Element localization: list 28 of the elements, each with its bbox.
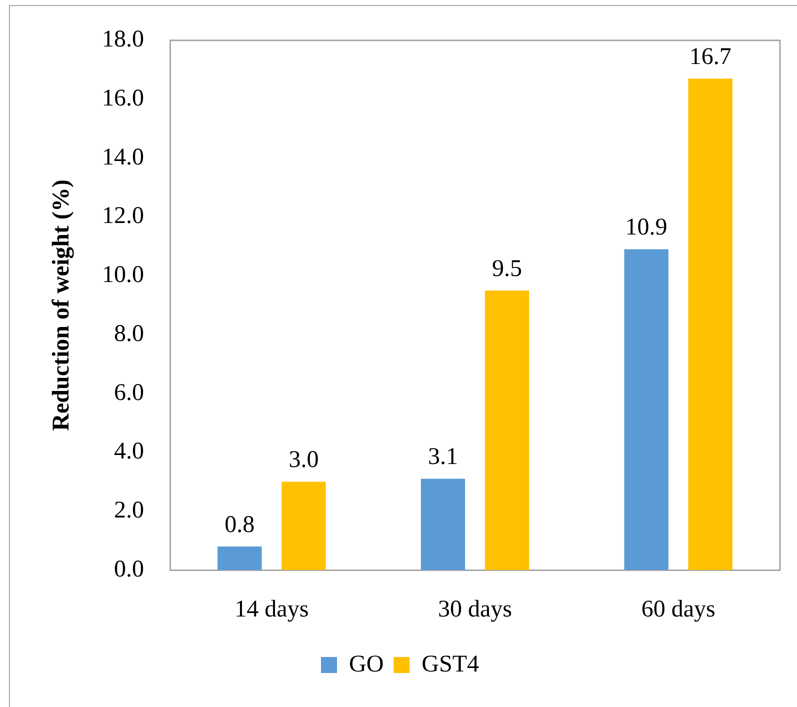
y-tick-label: 12.0: [102, 203, 144, 230]
data-label: 16.7: [689, 44, 732, 70]
y-tick-label: 10.0: [102, 262, 144, 288]
bar: [624, 249, 668, 570]
data-label: 3.0: [288, 447, 319, 474]
x-tick-label: 14 days: [234, 596, 309, 623]
y-tick-label: 6.0: [114, 380, 144, 406]
y-tick-label: 2.0: [114, 497, 144, 524]
legend-label: GST4: [422, 651, 480, 678]
y-axis-title: Reduction of weight (%): [48, 180, 75, 431]
y-tick-label: 8.0: [114, 320, 144, 347]
bar: [218, 546, 262, 570]
legend-label: GO: [349, 651, 384, 678]
y-tick-label: 0.0: [114, 556, 144, 582]
data-label: 10.9: [625, 214, 668, 241]
x-tick-label: 30 days: [438, 596, 512, 623]
data-label: 9.5: [492, 256, 522, 282]
x-tick-label: 60 days: [641, 596, 716, 623]
y-tick-label: 18.0: [102, 26, 144, 53]
data-label: 3.1: [428, 444, 458, 470]
bar: [484, 290, 530, 570]
y-tick-label: 4.0: [114, 438, 144, 465]
y-tick-label: 14.0: [102, 144, 144, 170]
bar: [688, 78, 732, 570]
bar: [282, 482, 326, 570]
bar: [420, 478, 466, 570]
y-tick-label: 16.0: [102, 86, 144, 112]
data-label: 0.8: [224, 512, 255, 538]
